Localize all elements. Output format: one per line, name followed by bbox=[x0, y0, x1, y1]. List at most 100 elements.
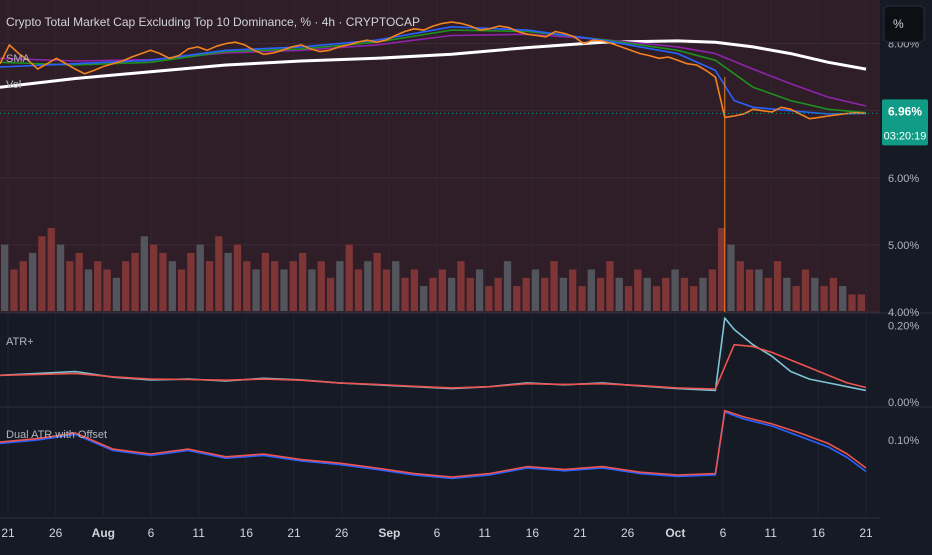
volume-bar bbox=[84, 269, 93, 311]
volume-bar bbox=[447, 277, 456, 311]
volume-bar bbox=[75, 252, 83, 311]
volume-bar bbox=[652, 286, 661, 311]
price-badge bbox=[882, 99, 928, 146]
volume-bar bbox=[140, 236, 148, 311]
volume-bar bbox=[261, 252, 270, 311]
volume-bar bbox=[317, 261, 325, 311]
volume-bar bbox=[364, 261, 372, 311]
volume-bar bbox=[233, 244, 242, 311]
atr-pane[interactable] bbox=[0, 314, 880, 406]
indicator-label-vol[interactable]: Vol bbox=[6, 79, 21, 91]
volume-bar bbox=[326, 277, 335, 311]
volume-bar bbox=[382, 269, 391, 311]
volume-bar bbox=[671, 269, 679, 311]
series-line-sma-mid bbox=[0, 29, 867, 114]
volume-bar bbox=[38, 236, 46, 311]
volume-bar bbox=[718, 228, 726, 311]
volume-bar bbox=[494, 277, 502, 311]
price-scale[interactable] bbox=[880, 0, 932, 550]
volume-bar bbox=[569, 269, 577, 311]
volume-bar bbox=[522, 277, 530, 311]
volume-bar bbox=[47, 228, 55, 311]
x-tick-label: 21 bbox=[573, 526, 587, 540]
volume-bar bbox=[289, 261, 297, 311]
volume-bar bbox=[177, 269, 186, 311]
volume-bar bbox=[149, 244, 158, 311]
volume-bar bbox=[680, 277, 689, 311]
scale-toggle-label[interactable]: % bbox=[893, 17, 904, 31]
x-tick-label: 26 bbox=[49, 526, 63, 540]
volume-bar bbox=[485, 286, 493, 311]
atr-series bbox=[0, 317, 867, 392]
volume-bar bbox=[624, 286, 633, 311]
scale-toggle-button[interactable] bbox=[883, 5, 925, 43]
volume-bar bbox=[792, 286, 800, 311]
volume-bar bbox=[596, 277, 605, 311]
volume-bar bbox=[298, 252, 307, 311]
volume-bar bbox=[708, 269, 717, 311]
volume-bar bbox=[541, 277, 549, 311]
series-line-atr-slow bbox=[0, 343, 867, 390]
volume-bar bbox=[1, 244, 9, 311]
volume-bar bbox=[550, 261, 558, 311]
indicator-label-dual-atr[interactable]: Dual ATR with Offset bbox=[6, 429, 107, 441]
x-tick-label: Aug bbox=[92, 526, 115, 540]
atr-y-tick-label: 0.20% bbox=[888, 321, 919, 333]
volume-bar bbox=[112, 277, 121, 311]
volume-bar bbox=[168, 261, 176, 311]
volume-bar bbox=[531, 269, 540, 311]
volume-bar bbox=[354, 269, 363, 311]
volume-bars bbox=[1, 228, 865, 311]
chart-title: Crypto Total Market Cap Excluding Top 10… bbox=[6, 15, 420, 29]
series-line-price bbox=[0, 21, 867, 120]
volume-bar bbox=[503, 261, 512, 311]
x-tick-label: 26 bbox=[335, 526, 349, 540]
dual-atr-series bbox=[0, 409, 867, 480]
volume-bar bbox=[66, 261, 74, 311]
volume-bar bbox=[122, 261, 130, 311]
indicator-label-atr[interactable]: ATR+ bbox=[6, 336, 34, 348]
y-tick-label: 4.00% bbox=[888, 307, 919, 319]
volume-bar bbox=[755, 269, 763, 311]
volume-bar bbox=[252, 269, 260, 311]
volume-bar bbox=[196, 244, 204, 311]
volume-bar bbox=[839, 286, 847, 311]
volume-bar bbox=[513, 286, 521, 311]
indicator-label-sma[interactable]: SMA bbox=[6, 53, 31, 65]
dual-atr-pane[interactable] bbox=[0, 408, 880, 516]
volume-bar bbox=[308, 269, 316, 311]
volume-bar bbox=[205, 261, 214, 311]
y-axis-labels: 8.00%7.00%6.00%5.00%4.00%0.20%0.00%0.10% bbox=[888, 39, 919, 447]
volume-bar bbox=[94, 261, 102, 311]
series-line-sma-long bbox=[0, 39, 867, 89]
y-tick-label: 5.00% bbox=[888, 240, 919, 252]
volume-bar bbox=[662, 277, 670, 311]
volume-bar bbox=[392, 261, 400, 311]
x-tick-label: 21 bbox=[859, 526, 873, 540]
x-tick-label: 21 bbox=[287, 526, 301, 540]
x-tick-label: 21 bbox=[1, 526, 15, 540]
volume-bar bbox=[606, 261, 614, 311]
atr-y-tick-label: 0.00% bbox=[888, 397, 919, 409]
x-tick-label: 11 bbox=[192, 526, 205, 540]
dual-y-tick-label: 0.10% bbox=[888, 435, 919, 447]
volume-bar bbox=[615, 277, 623, 311]
volume-bar bbox=[829, 277, 838, 311]
volume-bar bbox=[820, 286, 828, 311]
volume-bar bbox=[727, 244, 735, 311]
volume-bar bbox=[699, 277, 707, 311]
volume-bar bbox=[438, 269, 446, 311]
x-axis-labels: 21 26 Aug 6 11 16 21 26 Sep 6 11 16 21 26 Oct 6 11 16 21 bbox=[1, 526, 873, 540]
volume-bar bbox=[643, 277, 651, 311]
price-badge-value: 6.96% bbox=[888, 104, 922, 118]
volume-bar bbox=[131, 252, 139, 311]
volume-bar bbox=[373, 252, 381, 311]
volume-bar bbox=[401, 277, 409, 311]
volume-bar bbox=[690, 286, 698, 311]
volume-bar bbox=[215, 236, 223, 311]
volume-bar bbox=[559, 277, 568, 311]
volume-bar bbox=[56, 244, 65, 311]
volume-bar bbox=[103, 269, 111, 311]
